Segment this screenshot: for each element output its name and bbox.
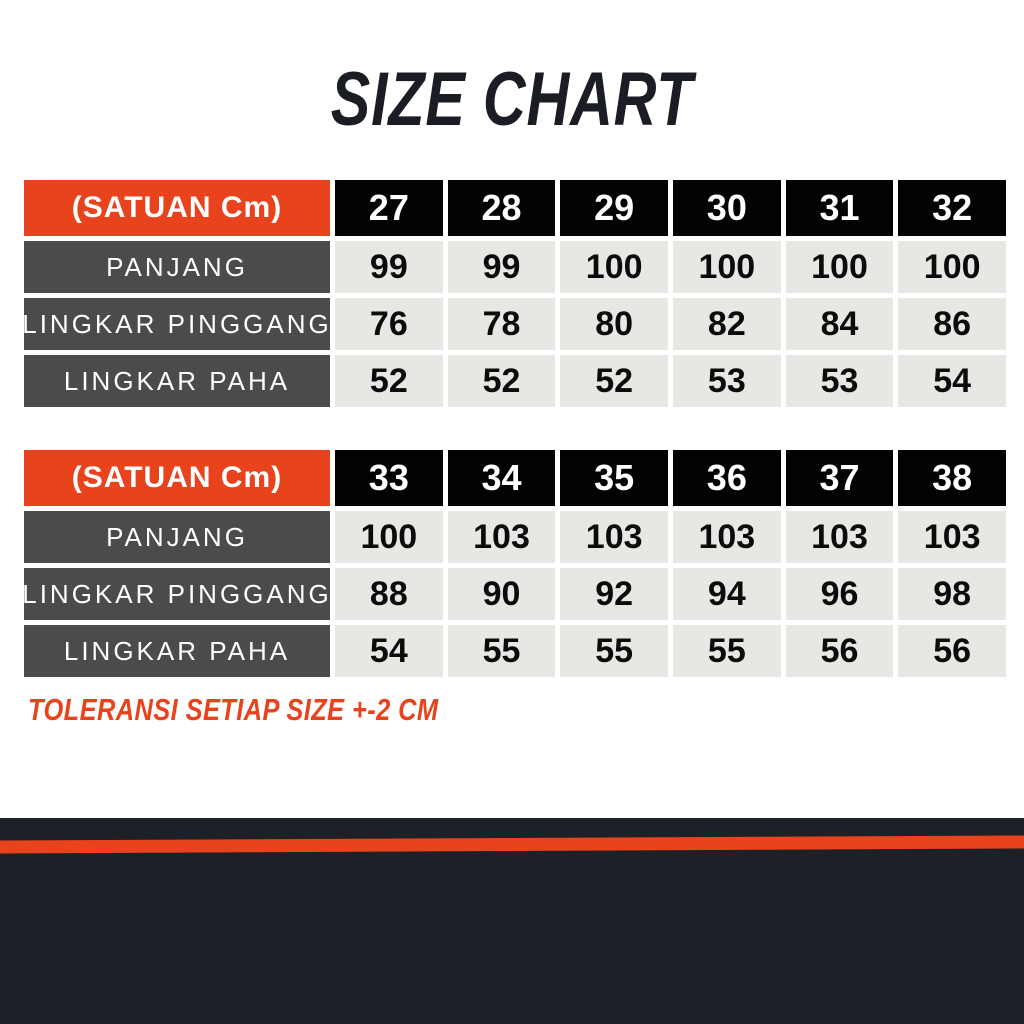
- cell-value: 53: [672, 355, 781, 407]
- size-table-33-38: (SATUAN Cm) 33 34 35 36 37 38 PANJANG 10…: [22, 450, 1006, 677]
- cell-value: 56: [785, 625, 894, 677]
- cell-value: 78: [447, 298, 556, 350]
- cell-value: 56: [898, 625, 1006, 677]
- cell-value: 94: [672, 568, 781, 620]
- size-column-header-34: 34: [447, 450, 556, 506]
- cell-value: 100: [898, 241, 1006, 293]
- cell-value: 55: [560, 625, 668, 677]
- size-column-header-28: 28: [447, 180, 556, 236]
- tolerance-note: TOLERANSI SETIAP SIZE +-2 CM: [28, 692, 439, 727]
- cell-value: 100: [785, 241, 894, 293]
- cell-value: 99: [335, 241, 443, 293]
- cell-value: 54: [898, 355, 1006, 407]
- size-column-header-37: 37: [785, 450, 894, 506]
- cell-value: 103: [672, 511, 781, 563]
- row-label-panjang: PANJANG: [24, 511, 330, 563]
- cell-value: 103: [785, 511, 894, 563]
- cell-value: 103: [560, 511, 668, 563]
- size-column-header-36: 36: [672, 450, 781, 506]
- row-label-panjang: PANJANG: [24, 241, 330, 293]
- size-column-header-31: 31: [785, 180, 894, 236]
- cell-value: 99: [447, 241, 556, 293]
- cell-value: 98: [898, 568, 1006, 620]
- size-column-header-33: 33: [335, 450, 443, 506]
- cell-value: 82: [672, 298, 781, 350]
- cell-value: 55: [447, 625, 556, 677]
- cell-value: 53: [785, 355, 894, 407]
- cell-value: 86: [898, 298, 1006, 350]
- cell-value: 52: [335, 355, 443, 407]
- size-column-header-30: 30: [672, 180, 781, 236]
- row-label-lingkar-pinggang: LINGKAR PINGGANG: [22, 298, 330, 350]
- size-column-header-29: 29: [560, 180, 668, 236]
- cell-value: 88: [335, 568, 443, 620]
- cell-value: 100: [560, 241, 668, 293]
- cell-value: 103: [898, 511, 1006, 563]
- cell-value: 100: [335, 511, 443, 563]
- row-label-lingkar-paha: LINGKAR PAHA: [24, 355, 330, 407]
- size-column-header-32: 32: [898, 180, 1006, 236]
- cell-value: 52: [447, 355, 556, 407]
- size-column-header-35: 35: [560, 450, 668, 506]
- cell-value: 80: [560, 298, 668, 350]
- cell-value: 100: [672, 241, 781, 293]
- cell-value: 76: [335, 298, 443, 350]
- cell-value: 54: [335, 625, 443, 677]
- size-table-27-32: (SATUAN Cm) 27 28 29 30 31 32 PANJANG 99…: [22, 180, 1006, 407]
- cell-value: 92: [560, 568, 668, 620]
- cell-value: 90: [447, 568, 556, 620]
- cell-value: 103: [447, 511, 556, 563]
- page-title: SIZE CHART: [330, 57, 694, 142]
- footer-band: [0, 818, 1024, 1024]
- row-label-lingkar-pinggang: LINGKAR PINGGANG: [22, 568, 330, 620]
- row-label-lingkar-paha: LINGKAR PAHA: [24, 625, 330, 677]
- cell-value: 52: [560, 355, 668, 407]
- size-column-header-38: 38: [898, 450, 1006, 506]
- unit-header-cell: (SATUAN Cm): [24, 180, 330, 236]
- cell-value: 96: [785, 568, 894, 620]
- footer-stripe-accent: [0, 835, 1024, 854]
- size-column-header-27: 27: [335, 180, 443, 236]
- unit-header-cell: (SATUAN Cm): [24, 450, 330, 506]
- cell-value: 55: [672, 625, 781, 677]
- cell-value: 84: [785, 298, 894, 350]
